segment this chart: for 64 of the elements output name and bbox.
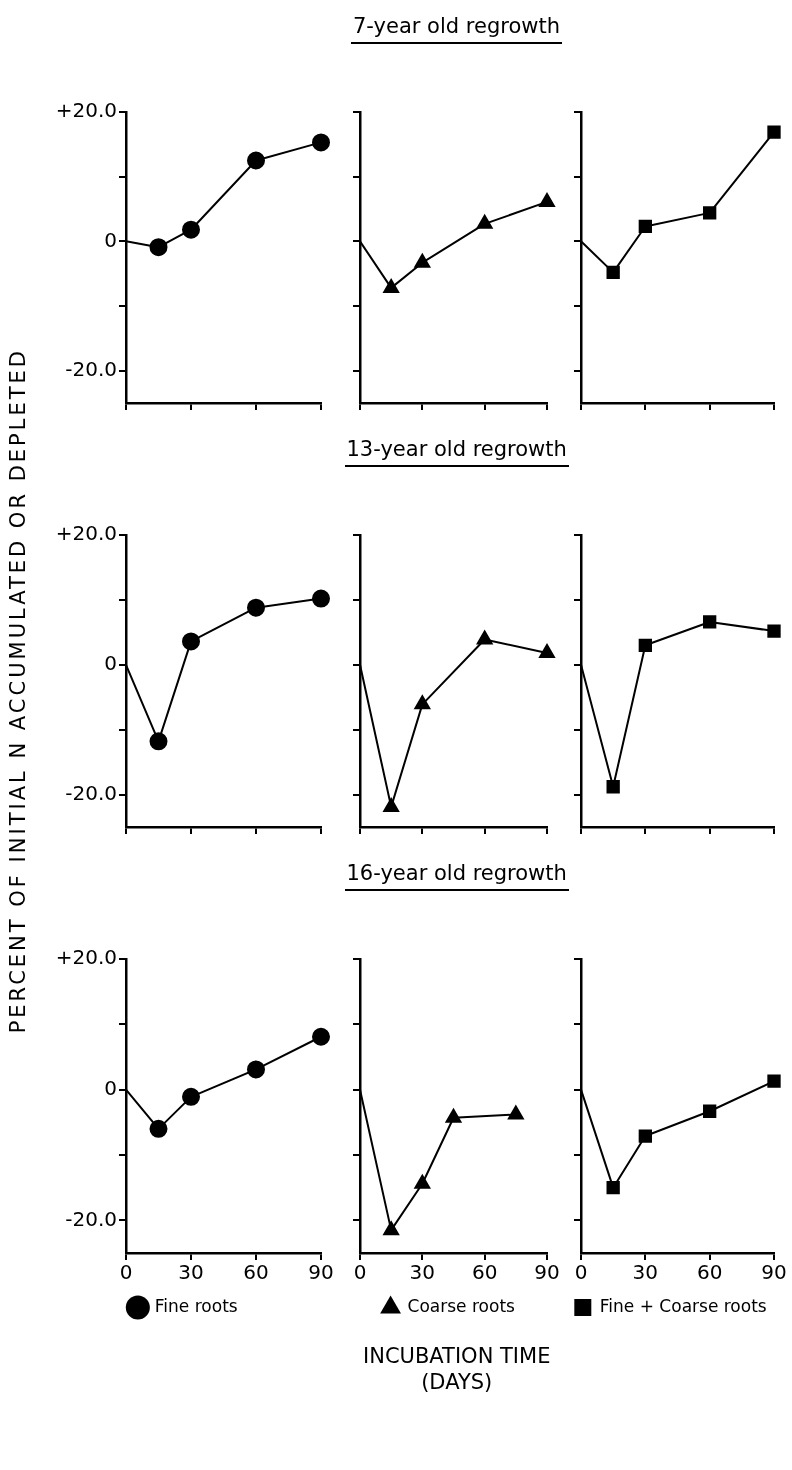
point	[539, 192, 555, 207]
point	[767, 624, 781, 638]
x-tick-label: 0	[353, 1260, 367, 1285]
x-tick-label: 60	[243, 1260, 269, 1285]
y-tick-label: 0	[104, 227, 117, 252]
x-tick-label: 90	[761, 1260, 787, 1285]
point	[383, 278, 400, 293]
point	[638, 638, 652, 652]
point	[606, 265, 620, 280]
point	[149, 1119, 168, 1138]
point	[638, 1129, 652, 1143]
point	[247, 151, 265, 170]
x-tick-label: 60	[696, 1260, 723, 1285]
point	[703, 206, 717, 220]
y-tick-label: +20.0	[55, 98, 117, 123]
point	[414, 1174, 431, 1189]
point	[182, 1087, 200, 1106]
chart-title: 13-year old regrowth	[344, 437, 569, 467]
x-tick-label: 90	[534, 1260, 560, 1285]
chart-title: 16-year old regrowth	[344, 861, 569, 891]
x-tick-label: 60	[471, 1260, 498, 1285]
chart-title: 7-year old regrowth	[351, 14, 562, 44]
x-tick-label: 90	[308, 1260, 334, 1285]
point	[182, 632, 200, 651]
y-tick-label: +20.0	[55, 521, 117, 546]
y-tick-label: +20.0	[55, 945, 117, 970]
point	[182, 220, 200, 239]
x-axis-title: INCUBATION TIME (DAYS)	[363, 1343, 551, 1395]
point	[606, 1181, 620, 1195]
point	[703, 1104, 717, 1118]
point	[149, 238, 168, 257]
point	[767, 125, 781, 139]
y-axis-title: PERCENT OF INITIAL N ACCUMULATED OR DEPLETED	[6, 347, 30, 1033]
point	[312, 1027, 330, 1046]
x-tick-label: 30	[178, 1260, 204, 1285]
point	[539, 644, 555, 659]
x-tick-label: 30	[632, 1260, 659, 1285]
x-tick-label: 30	[409, 1260, 436, 1285]
point	[312, 589, 330, 608]
point	[606, 780, 620, 794]
legend-label: Coarse roots	[407, 1295, 516, 1316]
point	[312, 133, 330, 152]
point	[476, 630, 493, 645]
point	[247, 598, 265, 617]
point	[247, 1060, 265, 1079]
x-tick-label: 0	[574, 1260, 588, 1285]
y-tick-label: -20.0	[65, 780, 117, 805]
point	[767, 1074, 781, 1088]
point	[476, 214, 493, 229]
legend-label: Fine roots	[154, 1295, 238, 1316]
legend-label: Fine + Coarse roots	[599, 1295, 767, 1316]
point	[414, 695, 431, 710]
y-tick-label: 0	[104, 650, 117, 675]
point	[703, 615, 717, 629]
point	[507, 1105, 524, 1120]
point	[149, 732, 168, 751]
point	[445, 1108, 462, 1123]
point	[638, 219, 652, 234]
y-tick-label: 0	[104, 1075, 117, 1100]
y-tick-label: -20.0	[65, 1206, 117, 1231]
point	[383, 797, 400, 812]
y-tick-label: -20.0	[65, 356, 117, 381]
point	[414, 253, 431, 268]
point	[383, 1221, 400, 1236]
